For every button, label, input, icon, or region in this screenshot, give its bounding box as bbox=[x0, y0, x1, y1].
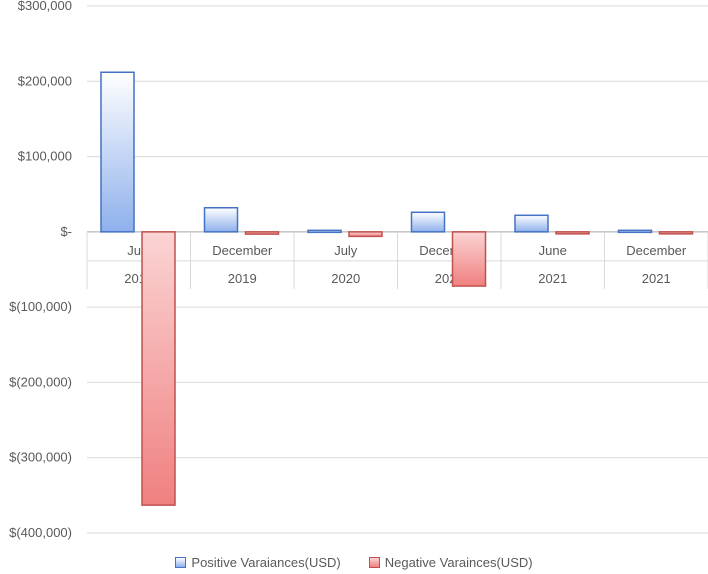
y-axis-ticks: $300,000 $200,000 $100,000 $- $(100,000) $(20… bbox=[9, 0, 72, 540]
legend-swatch-negative bbox=[368, 557, 380, 568]
legend-label-positive: Positive Varaiances(USD) bbox=[191, 555, 341, 570]
positive-variance-bar bbox=[100, 71, 135, 233]
category-month-label: December bbox=[212, 243, 273, 258]
category-year-label: 2021 bbox=[538, 271, 567, 286]
y-tick-label: $(100,000) bbox=[9, 299, 72, 314]
y-tick-label: $(400,000) bbox=[9, 525, 72, 540]
legend-item-positive: Positive Varaiances(USD) bbox=[175, 555, 341, 570]
bars bbox=[100, 71, 694, 506]
category-month-label: July bbox=[334, 243, 358, 258]
y-tick-label: $(200,000) bbox=[9, 374, 72, 389]
positive-variance-bar bbox=[617, 229, 653, 234]
legend-swatch-positive bbox=[175, 557, 187, 568]
negative-variance-bar bbox=[658, 231, 694, 235]
negative-variance-bar bbox=[244, 231, 280, 235]
y-tick-label: $100,000 bbox=[18, 149, 72, 164]
y-tick-label: $300,000 bbox=[18, 0, 72, 13]
category-year-label: 2019 bbox=[228, 271, 257, 286]
legend-label-negative: Negative Varainces(USD) bbox=[384, 555, 533, 570]
category-year-label: 2020 bbox=[331, 271, 360, 286]
negative-variance-bar bbox=[555, 231, 590, 235]
legend-item-negative: Negative Varainces(USD) bbox=[368, 555, 533, 570]
positive-variance-bar bbox=[514, 214, 549, 233]
positive-variance-bar bbox=[410, 211, 446, 233]
negative-variance-bar bbox=[141, 231, 176, 506]
positive-variance-bar bbox=[307, 229, 342, 234]
y-tick-label: $200,000 bbox=[18, 73, 72, 88]
negative-variance-bar bbox=[451, 231, 487, 287]
y-tick-label: $- bbox=[60, 224, 72, 239]
category-year-label: 2021 bbox=[642, 271, 671, 286]
category-month-label: June bbox=[539, 243, 567, 258]
legend: Positive Varaiances(USD) Negative Varain… bbox=[0, 555, 708, 570]
x-axis-categories: July2019December2019July2020December2020… bbox=[86, 231, 708, 289]
positive-variance-bar bbox=[203, 207, 239, 233]
category-month-label: December bbox=[626, 243, 687, 258]
y-tick-label: $(300,000) bbox=[9, 450, 72, 465]
negative-variance-bar bbox=[348, 231, 383, 238]
